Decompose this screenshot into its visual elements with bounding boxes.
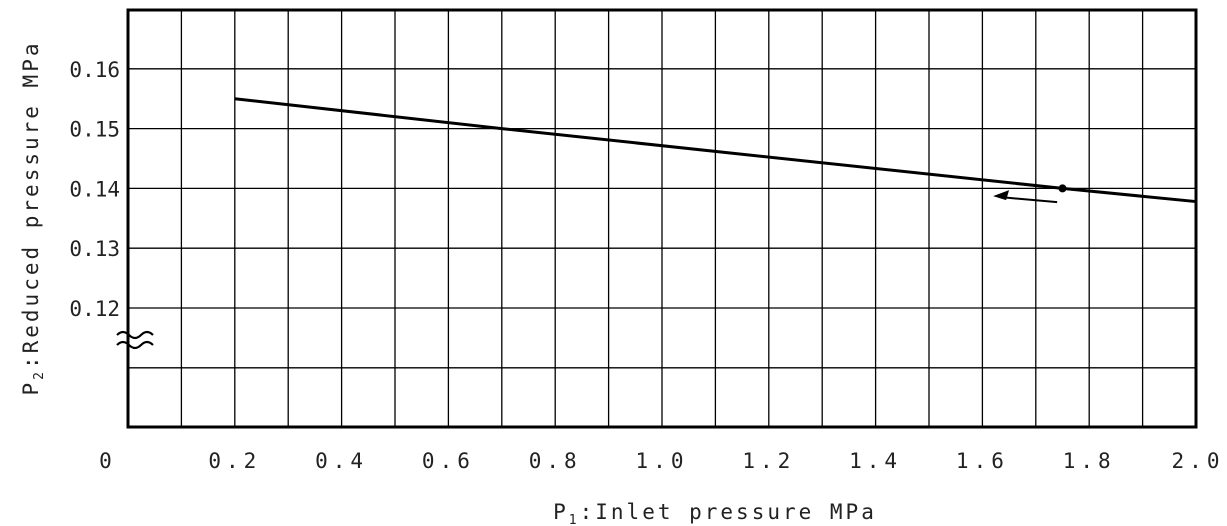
pressure-curve-line bbox=[234, 97, 1197, 204]
x-tick-label: 0.2 bbox=[208, 449, 261, 473]
axis-title-symbol: P bbox=[19, 380, 43, 396]
annotations-layer bbox=[993, 184, 1067, 204]
axis-title-text: :Inlet pressure MPa bbox=[580, 500, 877, 524]
y-tick-label: 0.14 bbox=[69, 177, 120, 201]
operating-point-marker bbox=[1058, 184, 1067, 193]
y-axis-title: P2:Reduced pressure MPa bbox=[19, 41, 47, 396]
x-tick-label: 0.8 bbox=[529, 449, 582, 473]
axis-title-subscript: 2 bbox=[32, 369, 47, 380]
axis-title-symbol: P bbox=[553, 500, 569, 524]
x-tick-label: 1.8 bbox=[1063, 449, 1116, 473]
x-tick-label: 0.4 bbox=[315, 449, 368, 473]
x-tick-label: 1.2 bbox=[742, 449, 795, 473]
grid bbox=[128, 10, 1196, 427]
x-tick-label: 0 bbox=[99, 449, 117, 473]
x-tick-labels: 0 0.2 0.4 0.6 0.8 1.0 1.2 1.4 1.6 1.8 2.0 bbox=[99, 449, 1225, 473]
y-tick-labels: 0.12 0.13 0.14 0.15 0.16 bbox=[69, 58, 120, 321]
direction-arrow-head bbox=[993, 190, 1010, 201]
y-tick-label: 0.15 bbox=[69, 118, 120, 142]
x-tick-label: 1.6 bbox=[956, 449, 1009, 473]
x-tick-label: 1.0 bbox=[636, 449, 689, 473]
y-axis-break-icon bbox=[116, 330, 154, 350]
axis-title-text: :Reduced pressure MPa bbox=[19, 41, 43, 370]
plot-frame bbox=[126, 8, 1198, 429]
direction-arrow-shaft bbox=[1000, 196, 1058, 204]
x-axis-title: P1:Inlet pressure MPa bbox=[553, 500, 877, 526]
x-tick-label: 2.0 bbox=[1172, 449, 1225, 473]
x-tick-label: 0.6 bbox=[422, 449, 475, 473]
x-tick-label: 1.4 bbox=[849, 449, 902, 473]
series-layer bbox=[234, 97, 1197, 204]
y-tick-label: 0.16 bbox=[69, 58, 120, 82]
y-tick-label: 0.13 bbox=[69, 237, 120, 261]
y-tick-label: 0.12 bbox=[69, 297, 120, 321]
axis-title-subscript: 1 bbox=[569, 513, 580, 526]
